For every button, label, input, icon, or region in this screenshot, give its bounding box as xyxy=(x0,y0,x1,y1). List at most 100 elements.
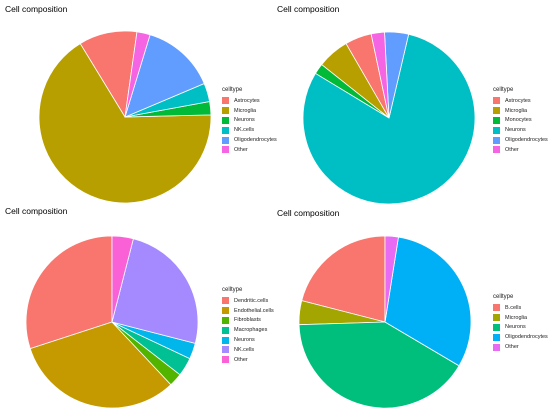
legend-item: Other xyxy=(222,355,274,365)
legend-label: Astrocytes xyxy=(234,97,260,104)
legend-item: Macrophages xyxy=(222,325,274,335)
legend-swatch xyxy=(222,146,229,154)
legend-swatch xyxy=(493,116,500,124)
legend-swatch xyxy=(493,323,500,331)
legend-swatch xyxy=(222,336,229,344)
legend-label: Astrocytes xyxy=(505,97,531,104)
legend-title: celltype xyxy=(222,287,243,293)
legend-swatch xyxy=(222,107,229,115)
legend-swatch xyxy=(493,136,500,144)
pie-slice-other xyxy=(111,235,134,323)
chart-title: Cell composition xyxy=(5,206,68,216)
legend-label: Other xyxy=(505,344,519,351)
legend-label: Other xyxy=(505,146,519,153)
pie-slice-neurons xyxy=(298,321,460,409)
legend-label: Microglia xyxy=(234,107,257,114)
legend-swatch xyxy=(222,326,229,334)
legend-item: Neurons xyxy=(493,125,548,135)
legend-item: Monocytes xyxy=(493,116,548,126)
pie-chart xyxy=(38,30,212,204)
legend-title: celltype xyxy=(222,87,243,93)
legend-label: B.cells xyxy=(505,304,522,311)
legend-swatch xyxy=(493,343,500,351)
legend-label: Monocytes xyxy=(505,117,532,124)
chart-title: Cell composition xyxy=(277,4,340,14)
legend-swatch xyxy=(493,126,500,134)
pie-chart xyxy=(302,31,476,205)
legend-item: Neurons xyxy=(222,335,274,345)
legend-label: Dendritic.cells xyxy=(234,297,269,304)
pie-slice-b-cells xyxy=(301,235,386,323)
pie-slice-other xyxy=(124,31,151,118)
legend-label: Oligodendrocytes xyxy=(505,137,548,144)
legend-item: Oligodendrocytes xyxy=(493,332,548,342)
legend-item: Fibroblasts xyxy=(222,316,274,326)
legend-item: Neurons xyxy=(222,116,277,126)
chart-panel-1: Cell composition celltype Astrocytes Micro… xyxy=(5,4,277,204)
legend-item: Oligodendrocytes xyxy=(493,135,548,145)
legend-item: Endothelial.cells xyxy=(222,306,274,316)
legend: celltype Dendritic.cells Endothelial.cells… xyxy=(222,287,274,365)
legend-label: NK.cells xyxy=(234,127,255,134)
legend-label: Macrophages xyxy=(234,327,268,334)
legend-item: Neurons xyxy=(493,323,548,333)
legend-swatch xyxy=(493,146,500,154)
pie-slice-dendritic-cells xyxy=(25,235,113,350)
legend-item: Microglia xyxy=(222,106,277,116)
legend: celltype Astrocytes Microglia Monocytes Neur… xyxy=(493,87,548,155)
legend-swatch xyxy=(222,126,229,134)
legend-swatch xyxy=(493,314,500,322)
pie-slice-nk-cells xyxy=(111,238,199,344)
pie-slice-microglia xyxy=(38,43,212,204)
legend-swatch xyxy=(222,356,229,364)
legend-label: Fibroblasts xyxy=(234,317,261,324)
pie-slice-endothelial-cells xyxy=(29,321,172,409)
legend-label: Other xyxy=(234,146,248,153)
legend-label: Neurons xyxy=(505,324,526,331)
chart-title: Cell composition xyxy=(5,4,68,14)
legend-swatch xyxy=(222,116,229,124)
pie-chart xyxy=(25,235,199,409)
pie-slice-other xyxy=(370,31,390,119)
legend-item: Oligodendrocytes xyxy=(222,135,277,145)
legend-label: Oligodendrocytes xyxy=(505,334,548,341)
chart-panel-4: Cell composition celltype B.cells Microgli… xyxy=(277,208,548,410)
chart-panel-2: Cell composition celltype Astrocytes Micro… xyxy=(277,4,548,205)
legend: celltype Astrocytes Microglia Neurons NK.cel… xyxy=(222,87,277,155)
legend-label: Endothelial.cells xyxy=(234,307,274,314)
pie-chart xyxy=(298,235,472,409)
chart-panel-3: Cell composition celltype Dendritic.cells… xyxy=(5,206,275,410)
legend-title: celltype xyxy=(493,87,514,93)
legend-swatch xyxy=(222,136,229,144)
pie-slice-neurons xyxy=(302,33,476,205)
legend-label: Other xyxy=(234,356,248,363)
legend-item: Microglia xyxy=(493,106,548,116)
legend-label: Neurons xyxy=(234,117,255,124)
chart-title: Cell composition xyxy=(277,208,340,218)
pie-slice-other xyxy=(384,235,399,323)
legend-swatch xyxy=(222,307,229,315)
legend-item: Other xyxy=(493,342,548,352)
legend-item: NK.cells xyxy=(222,125,277,135)
legend-swatch xyxy=(493,333,500,341)
legend-item: B.cells xyxy=(493,303,548,313)
legend-swatch xyxy=(222,316,229,324)
legend-swatch xyxy=(493,97,500,105)
legend-swatch xyxy=(222,97,229,105)
legend-swatch xyxy=(493,107,500,115)
legend-item: Other xyxy=(493,145,548,155)
legend-label: Oligodendrocytes xyxy=(234,137,277,144)
legend-item: Other xyxy=(222,145,277,155)
legend-label: Microglia xyxy=(505,107,528,114)
legend-label: NK.cells xyxy=(234,346,255,353)
legend-item: Astrocytes xyxy=(493,96,548,106)
legend: celltype B.cells Microglia Neurons Oligodend… xyxy=(493,294,548,352)
legend-label: Microglia xyxy=(505,314,528,321)
legend-swatch xyxy=(222,346,229,354)
legend-item: NK.cells xyxy=(222,345,274,355)
legend-item: Microglia xyxy=(493,313,548,323)
pie-slice-oligodendrocytes xyxy=(384,236,472,367)
legend-swatch xyxy=(493,304,500,312)
legend-label: Neurons xyxy=(505,127,526,134)
legend-swatch xyxy=(222,297,229,305)
